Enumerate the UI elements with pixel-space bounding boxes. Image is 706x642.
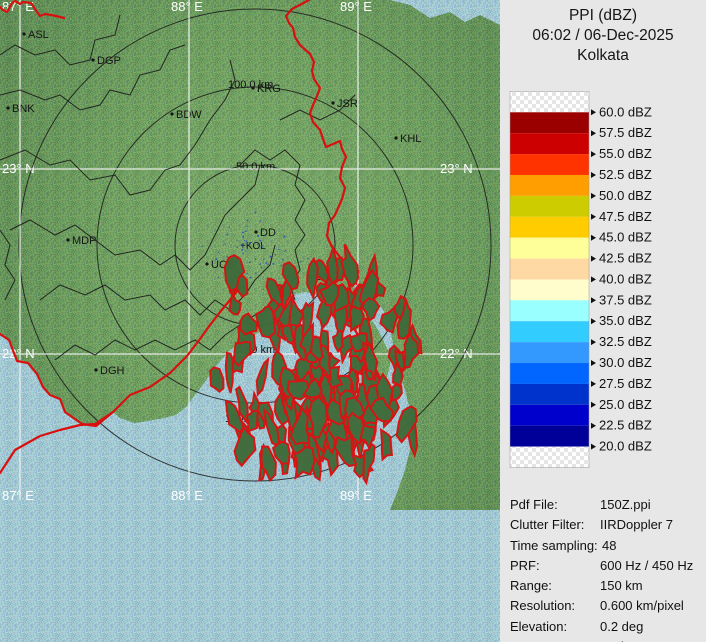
svg-text:KHL: KHL	[400, 133, 421, 145]
svg-text:35.0 dBZ: 35.0 dBZ	[599, 313, 652, 328]
svg-text:32.5 dBZ: 32.5 dBZ	[599, 334, 652, 349]
svg-text:DGH: DGH	[100, 365, 125, 377]
svg-text:BNK: BNK	[12, 103, 35, 115]
svg-text:MDP: MDP	[72, 235, 96, 247]
svg-text:27.5 dBZ: 27.5 dBZ	[599, 376, 652, 391]
svg-text:20.0 dBZ: 20.0 dBZ	[599, 439, 652, 454]
svg-text:SUK: SUK	[117, 0, 140, 3]
svg-text:57.5 dBZ: 57.5 dBZ	[599, 125, 652, 140]
svg-text:60.0 dBZ: 60.0 dBZ	[599, 104, 652, 119]
svg-text:45.0 dBZ: 45.0 dBZ	[599, 230, 652, 245]
svg-text:87° E: 87° E	[2, 488, 34, 503]
svg-text:22.5 dBZ: 22.5 dBZ	[599, 418, 652, 433]
svg-text:89° E: 89° E	[340, 488, 372, 503]
svg-text:55.0 dBZ: 55.0 dBZ	[599, 146, 652, 161]
svg-text:30.0 dBZ: 30.0 dBZ	[599, 355, 652, 370]
svg-text:52.5 dBZ: 52.5 dBZ	[599, 167, 652, 182]
svg-text:DD: DD	[260, 227, 276, 239]
svg-text:40.0 dBZ: 40.0 dBZ	[599, 271, 652, 286]
svg-text:ASL: ASL	[28, 29, 49, 41]
svg-text:88° E: 88° E	[171, 488, 203, 503]
svg-text:42.5 dBZ: 42.5 dBZ	[599, 251, 652, 266]
svg-text:25.0 dBZ: 25.0 dBZ	[599, 397, 652, 412]
svg-text:88° E: 88° E	[171, 0, 203, 14]
svg-text:89° E: 89° E	[340, 0, 372, 14]
svg-text:JSR: JSR	[337, 98, 358, 110]
svg-text:50.0 dBZ: 50.0 dBZ	[599, 188, 652, 203]
svg-text:DGP: DGP	[97, 55, 121, 67]
svg-text:37.5 dBZ: 37.5 dBZ	[599, 292, 652, 307]
svg-text:47.5 dBZ: 47.5 dBZ	[599, 209, 652, 224]
